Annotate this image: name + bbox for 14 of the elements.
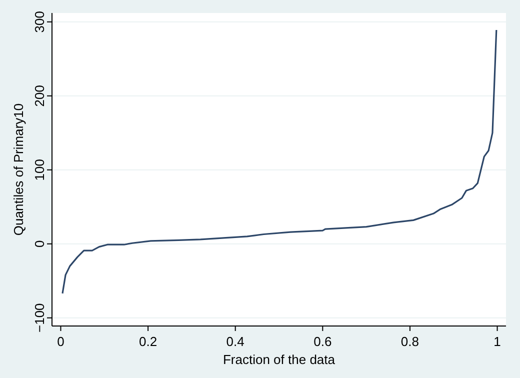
y-tick-label: −100	[32, 303, 47, 333]
x-tick-label: 0.8	[400, 334, 419, 349]
x-tick-label: 0	[57, 334, 64, 349]
x-tick-label: 1	[494, 334, 501, 349]
x-tick-label: 0.4	[226, 334, 244, 349]
y-tick-label: 200	[32, 85, 47, 107]
line-series	[62, 29, 498, 294]
x-tick-label: 0.6	[314, 334, 332, 349]
x-tick-label: 0.2	[139, 334, 158, 349]
y-tick-label: 100	[32, 159, 47, 181]
y-tick-label: 0	[32, 240, 47, 248]
y-tick-label: 300	[32, 11, 47, 33]
x-axis-title: Fraction of the data	[222, 352, 336, 367]
y-axis-title: Quantiles of Primary10	[11, 103, 26, 236]
